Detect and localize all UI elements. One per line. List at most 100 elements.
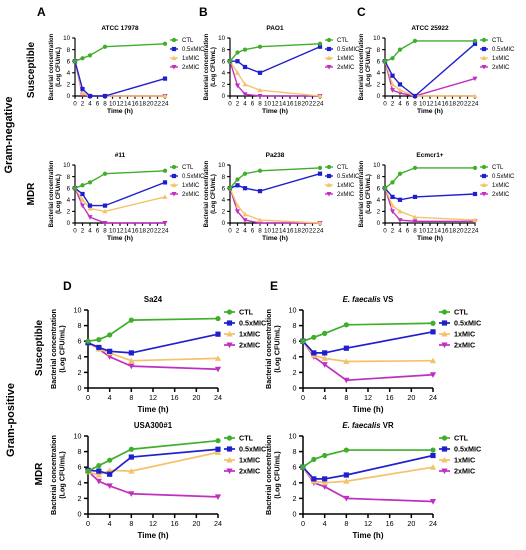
data-point [481, 37, 487, 43]
x-tick-label: 20 [192, 393, 200, 402]
y-axis-label-line: Bacterial concentration [204, 33, 210, 100]
data-point [441, 456, 448, 463]
data-point [128, 446, 134, 452]
x-tick-label: 24 [316, 228, 324, 235]
data-point [234, 70, 241, 75]
data-point [162, 180, 168, 185]
x-axis-label: Time (h) [417, 235, 443, 242]
data-point [326, 46, 332, 52]
data-point [389, 88, 396, 93]
panel-letter: B [199, 5, 208, 19]
data-point [235, 183, 240, 188]
y-tick-label: 2 [78, 368, 82, 377]
data-point [80, 86, 85, 92]
y-tick-label: 6 [222, 58, 226, 65]
x-tick-label: 4 [323, 393, 327, 402]
data-point [343, 447, 349, 453]
data-point [235, 59, 240, 64]
x-tick-label: 4 [243, 101, 247, 108]
x-tick-label: 16 [441, 101, 449, 108]
data-point [171, 55, 177, 61]
x-tick-label: 20 [407, 393, 415, 402]
y-tick-label: 4 [222, 197, 226, 204]
series-line [74, 61, 166, 97]
y-tick-label: 0 [377, 220, 381, 227]
data-point [72, 186, 78, 191]
legend-label: CTL [492, 165, 504, 171]
y-axis-label-line: (Log CFU/mL) [366, 47, 372, 87]
data-point [107, 332, 113, 338]
x-tick-label: 20 [407, 519, 415, 528]
data-point [226, 468, 233, 475]
x-tick-label: 14 [279, 228, 287, 235]
data-point [85, 468, 91, 474]
data-point [242, 92, 248, 97]
data-point [162, 168, 168, 173]
data-point [128, 357, 135, 364]
row-label-susceptible-bottom: Susceptible [34, 320, 45, 377]
y-tick-label: 4 [377, 70, 381, 77]
data-point [87, 93, 93, 99]
x-tick-label: 24 [429, 393, 437, 402]
x-tick-label: 18 [449, 101, 457, 108]
y-tick-label: 4 [78, 352, 82, 361]
y-tick-label: 6 [67, 185, 71, 192]
data-point [343, 358, 350, 364]
data-point [326, 55, 332, 61]
data-point [257, 188, 263, 194]
y-tick-label: 4 [67, 197, 71, 204]
x-tick-label: 24 [161, 101, 169, 108]
y-axis-label: Bacterial concentration(Log CFU/mL) [264, 309, 281, 389]
data-point [257, 44, 263, 49]
legend-label: 1xMIC [337, 56, 355, 62]
x-tick-label: 20 [146, 228, 154, 235]
legend-label: CTL [182, 38, 194, 44]
data-point [300, 338, 306, 344]
data-point [128, 350, 134, 356]
data-point [326, 64, 332, 70]
x-tick-label: 6 [406, 228, 410, 235]
data-point [226, 435, 233, 441]
data-point [242, 47, 248, 52]
series-line [302, 449, 433, 468]
data-point [343, 472, 349, 478]
panel-letter: A [37, 5, 46, 19]
y-tick-label: 0 [78, 510, 82, 519]
chart-title: USA300#1 [134, 421, 173, 430]
x-axis-label: Time (h) [138, 405, 169, 414]
y-tick-label: 2 [67, 82, 71, 89]
data-point [429, 499, 437, 505]
x-tick-label: 0 [86, 519, 90, 528]
data-point [311, 456, 317, 462]
series-line [74, 61, 165, 97]
data-point [235, 50, 240, 55]
legend-label: 2xMIC [182, 192, 200, 198]
data-point [87, 203, 93, 208]
chart-title: Ecmcr1+ [416, 152, 443, 159]
series-line [87, 342, 219, 371]
data-point [72, 59, 78, 64]
data-point [472, 217, 478, 223]
chart-title: ATCC 17978 [101, 25, 139, 32]
x-tick-label: 20 [456, 228, 464, 235]
legend-label: 0.5xMIC [182, 174, 205, 180]
data-point [215, 331, 221, 337]
data-point [257, 70, 263, 75]
data-point [430, 320, 436, 326]
y-axis-label-line: Bacterial concentration [359, 160, 365, 227]
x-tick-label: 14 [279, 101, 287, 108]
data-point [412, 194, 418, 200]
row-label-mdr-bottom: MDR [34, 462, 45, 486]
data-point [412, 93, 418, 99]
legend-label: CTL [239, 434, 254, 443]
legend-label: 0.5xMIC [337, 174, 360, 180]
data-point [128, 363, 135, 370]
x-tick-label: 18 [294, 101, 302, 108]
x-tick-label: 6 [96, 228, 100, 235]
data-point [87, 53, 93, 58]
data-point [481, 182, 487, 188]
y-axis-label: Bacterial concentration(Log CFU/mL) [204, 160, 217, 227]
legend-label: 1xMIC [239, 456, 260, 465]
